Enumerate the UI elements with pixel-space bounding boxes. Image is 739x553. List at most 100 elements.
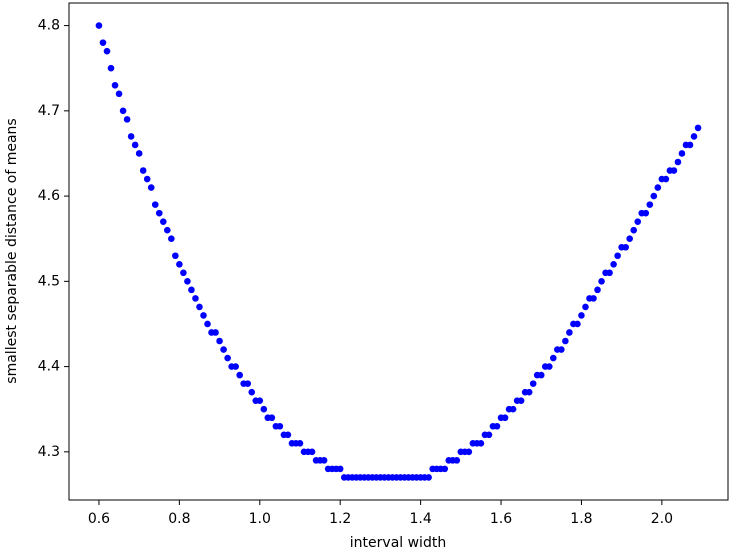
point [139,167,147,174]
point [244,380,252,387]
point [119,107,127,115]
point [485,431,493,439]
point [220,346,227,353]
point [172,252,179,260]
point [574,320,581,328]
point [204,320,211,328]
point [131,141,139,149]
point [626,235,633,243]
point [147,184,155,191]
point [501,414,509,422]
point [276,422,284,430]
point [192,295,199,302]
point [216,337,223,345]
point [634,218,642,225]
point [610,260,617,268]
point [562,337,569,345]
point [594,286,601,294]
x-tick-label: 1.0 [249,511,271,527]
point [135,150,143,157]
point [678,150,686,157]
point [95,22,103,29]
x-tick-label: 2.0 [651,511,673,527]
point [465,448,473,456]
point [159,218,167,225]
point [308,448,316,456]
point [493,422,501,430]
x-tick-label: 1.6 [490,511,512,527]
point [115,90,123,98]
point [168,235,175,243]
x-tick-label: 1.8 [570,511,592,527]
point [143,175,151,183]
x-tick-label: 0.6 [88,511,110,527]
point [155,209,163,217]
point [176,260,183,268]
point [425,474,432,481]
point [545,363,553,370]
y-tick-label: 4.6 [38,188,60,204]
point [103,47,111,55]
point [578,312,585,319]
y-tick-label: 4.5 [38,273,60,289]
point [164,226,171,234]
point [477,440,485,447]
point [188,286,195,294]
point [151,201,159,208]
point [690,133,698,140]
point [441,465,449,473]
plot-frame [68,2,729,501]
point [686,141,694,149]
point [646,201,654,208]
x-tick-label: 1.2 [329,511,351,527]
point [212,329,219,336]
x-tick-label: 1.4 [409,511,431,527]
point [296,440,304,447]
y-tick-label: 4.4 [38,359,60,375]
point [662,175,670,183]
point [558,346,565,353]
point [256,397,264,404]
point [670,167,678,174]
point [642,209,650,217]
point [99,39,107,46]
point [566,329,573,336]
point [184,278,191,285]
point [224,354,231,362]
y-tick-label: 4.3 [38,444,60,460]
point [236,371,243,379]
y-tick-label: 4.8 [38,18,60,34]
point [107,64,115,72]
point [582,303,589,311]
point [111,81,119,89]
x-axis-label: interval width [350,535,446,551]
point [248,388,256,396]
point [606,269,613,277]
point [509,405,517,413]
point [336,465,344,473]
point [268,414,276,422]
point [614,252,621,260]
x-tick-label: 0.8 [168,511,190,527]
point [529,380,537,387]
point [630,226,638,234]
point [232,363,239,370]
point [180,269,187,277]
point [622,243,629,251]
y-axis-label: smallest separable distance of means [4,118,20,383]
point [674,158,682,166]
point [200,312,207,319]
point [123,116,131,123]
point [320,457,328,464]
point [260,405,268,413]
point [525,388,533,396]
point [453,457,461,464]
point [598,278,605,285]
point [127,133,135,140]
y-tick-label: 4.7 [38,103,60,119]
point [517,397,525,404]
point [549,354,557,362]
point [537,371,545,379]
point [694,124,702,132]
